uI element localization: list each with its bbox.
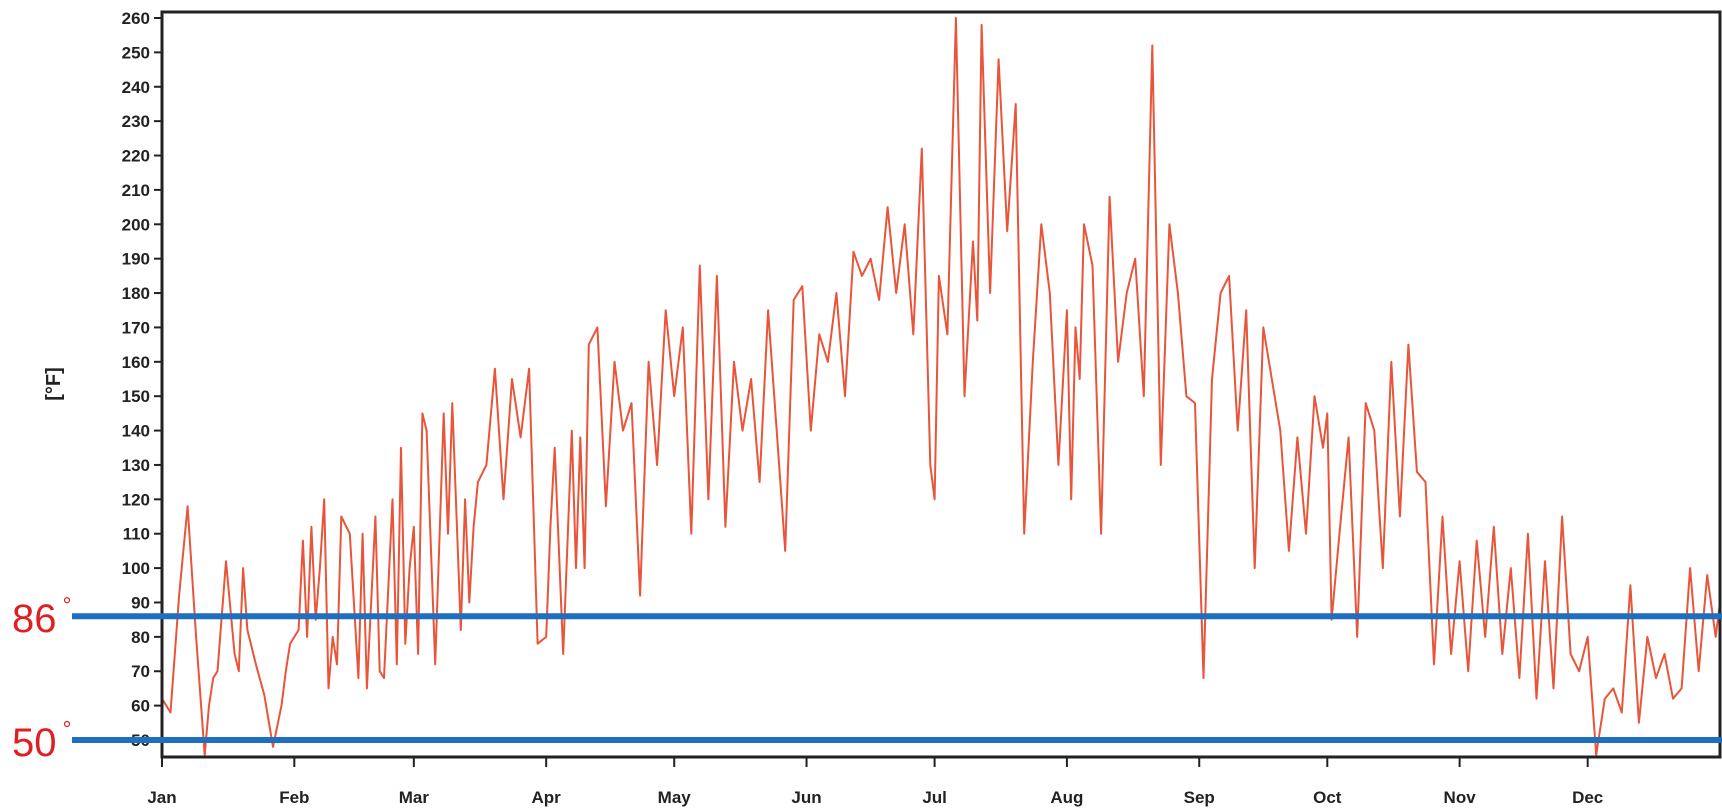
x-tick-label-may: May (658, 788, 692, 807)
x-tick-label-jan: Jan (147, 788, 176, 807)
degree-symbol-icon (63, 720, 71, 728)
y-tick-label: 250 (122, 43, 150, 62)
y-tick-label: 220 (122, 147, 150, 166)
y-tick-label: 130 (122, 456, 150, 475)
y-tick-label: 150 (122, 387, 150, 406)
y-tick-label: 200 (122, 215, 150, 234)
temperature-series-line (161, 17, 1721, 756)
reference-label-50: 50 (12, 721, 57, 765)
x-tick-label-dec: Dec (1572, 788, 1603, 807)
x-tick-label-feb: Feb (279, 788, 309, 807)
y-tick-label: 100 (122, 559, 150, 578)
y-axis-ticks: 5060708090100110120130140150160170180190… (122, 9, 162, 750)
y-tick-label: 240 (122, 78, 150, 97)
y-tick-label: 140 (122, 422, 150, 441)
y-tick-label: 210 (122, 181, 150, 200)
x-axis-ticks: Jan Feb Mar Apr May Jun Jul Aug Sep Oct Nov Dec (147, 757, 1603, 807)
x-tick-label-aug: Aug (1050, 788, 1083, 807)
y-tick-label: 190 (122, 250, 150, 269)
x-tick-label-apr: Apr (532, 788, 562, 807)
plot-frame (160, 10, 1722, 759)
y-tick-label: 230 (122, 112, 150, 131)
y-axis-label: [°F] (43, 367, 65, 401)
y-tick-label: 170 (122, 318, 150, 337)
y-tick-label: 260 (122, 9, 150, 28)
y-tick-label: 120 (122, 490, 150, 509)
y-tick-label: 70 (131, 662, 150, 681)
y-tick-label: 180 (122, 284, 150, 303)
x-tick-label-jun: Jun (791, 788, 821, 807)
x-tick-label-nov: Nov (1444, 788, 1477, 807)
x-tick-label-jul: Jul (922, 788, 947, 807)
x-tick-label-sep: Sep (1184, 788, 1215, 807)
x-tick-label-mar: Mar (399, 788, 430, 807)
y-tick-label: 90 (131, 593, 150, 612)
y-tick-label: 160 (122, 353, 150, 372)
y-tick-label: 110 (123, 525, 150, 544)
reference-lines: 86 50 (12, 597, 1722, 765)
y-tick-label: 80 (131, 628, 150, 647)
y-tick-label: 60 (131, 697, 150, 716)
reference-label-86: 86 (12, 597, 57, 641)
degree-symbol-icon (63, 597, 71, 604)
x-tick-label-oct: Oct (1313, 788, 1342, 807)
